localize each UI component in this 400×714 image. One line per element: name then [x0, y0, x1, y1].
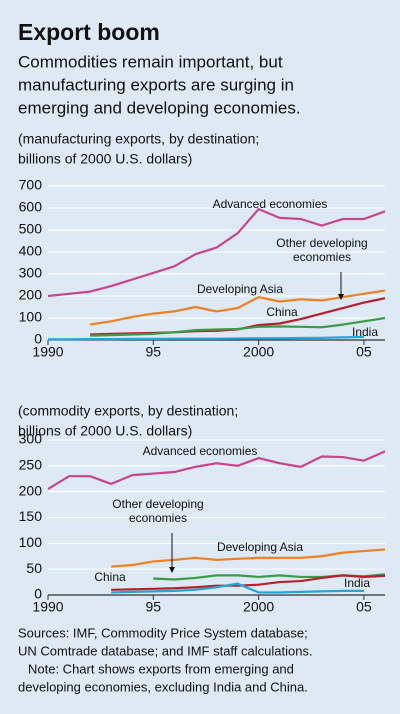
series-label: India — [344, 576, 370, 590]
chart-caption: (commodity exports, by destination; — [18, 403, 238, 419]
series-label: Developing Asia — [197, 282, 283, 296]
arrow-head — [169, 567, 175, 573]
series-line — [111, 574, 386, 591]
subtitle: Commodities remain important, but — [18, 52, 283, 71]
arrow-head — [338, 294, 344, 300]
x-tick-label: 95 — [146, 599, 162, 615]
x-tick-label: 05 — [356, 599, 372, 615]
subtitle: emerging and developing economies. — [18, 98, 301, 117]
title: Export boom — [18, 19, 160, 45]
series-line — [47, 450, 386, 491]
chart-caption: billions of 2000 U.S. dollars) — [18, 423, 192, 439]
series-label: Other developing economies — [112, 497, 204, 525]
y-tick-label: 300 — [19, 265, 43, 281]
footer: Note: Chart shows exports from emerging … — [28, 661, 294, 676]
series-label-box: Other developing economies — [276, 236, 368, 264]
series-line — [111, 582, 364, 594]
chart-caption: billions of 2000 U.S. dollars) — [18, 151, 192, 167]
series-line — [47, 208, 386, 298]
x-tick-label: 05 — [356, 344, 372, 360]
y-tick-label: 0 — [34, 331, 42, 347]
y-tick-label: 500 — [19, 221, 43, 237]
series-label: China — [266, 305, 298, 319]
series-label: China — [94, 570, 126, 584]
y-tick-label: 50 — [26, 560, 42, 576]
footer: Sources: IMF, Commodity Price System dat… — [18, 625, 308, 640]
series-line — [90, 316, 386, 337]
footer: UN Comtrade database; and IMF staff calc… — [18, 643, 313, 658]
series-label: Advanced economies — [213, 197, 328, 211]
y-tick-label: 150 — [19, 508, 43, 524]
series-label-box: Other developing economies — [112, 497, 204, 525]
series-label: Other developing economies — [276, 236, 368, 264]
x-tick-label: 2000 — [243, 599, 274, 615]
y-tick-label: 200 — [19, 287, 43, 303]
y-tick-label: 100 — [19, 534, 43, 550]
x-tick-label: 1990 — [32, 344, 63, 360]
y-tick-label: 700 — [19, 177, 43, 193]
series-label: Advanced economies — [143, 444, 258, 458]
y-tick-label: 100 — [19, 309, 43, 325]
y-tick-label: 400 — [19, 243, 43, 259]
y-tick-label: 300 — [19, 431, 43, 447]
series-line — [48, 335, 364, 341]
series-label: Developing Asia — [217, 540, 303, 554]
subtitle: manufacturing exports are surging in — [18, 75, 294, 94]
x-tick-label: 2000 — [243, 344, 274, 360]
x-tick-label: 1990 — [32, 599, 63, 615]
footer: developing economies, excluding India an… — [18, 679, 308, 694]
y-tick-label: 250 — [19, 457, 43, 473]
y-tick-label: 0 — [34, 586, 42, 602]
chart-caption: (manufacturing exports, by destination; — [18, 131, 259, 147]
series-label: India — [352, 325, 378, 339]
y-tick-label: 600 — [19, 199, 43, 215]
series-line — [111, 548, 386, 568]
x-tick-label: 95 — [146, 344, 162, 360]
series-line — [89, 289, 386, 326]
y-tick-label: 200 — [19, 482, 43, 498]
